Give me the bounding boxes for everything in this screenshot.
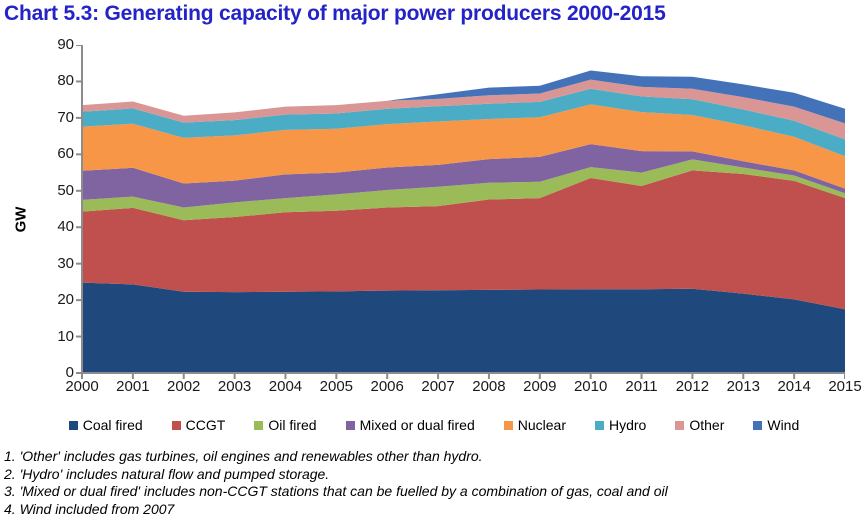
x-tick-label: 2000 [65,378,99,395]
legend-swatch-mixed-or-dual-fired [345,420,355,430]
x-tick-label: 2013 [726,378,760,395]
x-tick-label: 2007 [421,378,455,395]
area-series-hydro [82,88,845,157]
x-tick-label: 2012 [675,378,710,395]
legend-swatch-oil-fired [254,420,264,430]
legend-item-coal-fired: Coal fired [68,417,143,433]
legend-item-oil-fired: Oil fired [254,417,317,433]
x-tick-label: 2003 [217,378,252,395]
legend-label: Mixed or dual fired [359,417,475,433]
stacked-area-plot [76,45,845,379]
area-series-mixed-or-dual-fired [82,144,845,208]
legend-swatch-wind [753,420,763,430]
legend-swatch-coal-fired [68,420,78,430]
y-tick-label: 80 [57,72,74,90]
legend-item-hydro: Hydro [594,417,647,433]
y-tick-label: 10 [57,327,74,345]
legend-item-other: Other [675,417,724,433]
legend-swatch-nuclear [503,420,513,430]
legend-label: Wind [767,417,800,433]
footnote-line: 3. 'Mixed or dual fired' includes non-CC… [4,483,668,499]
y-tick-label: 60 [57,145,74,163]
x-tick-label: 2008 [472,378,506,395]
footnote-line: 1. 'Other' includes gas turbines, oil en… [4,448,483,464]
x-tick-label: 2014 [777,378,811,395]
area-series-wind [82,70,845,124]
legend-item-ccgt: CCGT [171,417,226,433]
y-tick-label: 50 [57,181,74,199]
legend-label: CCGT [185,417,226,433]
legend: Coal fired CCGT Oil fired Mixed or dual fir… [0,417,868,433]
y-tick-label: 70 [57,108,74,126]
area-series-other [82,79,845,140]
legend-swatch-ccgt [171,420,181,430]
legend-label: Hydro [608,417,647,433]
page-title: Chart 5.3: Generating capacity of major … [4,2,666,25]
footnote-line: 2. 'Hydro' includes natural flow and pum… [4,465,330,482]
area-series-oil-fired [82,159,845,221]
legend-swatch-other [675,420,685,430]
x-tick-label: 2011 [625,378,658,395]
y-axis-title: GW [12,206,30,233]
y-tick-label: 0 [65,364,74,381]
y-tick-label: 20 [57,291,74,309]
footnotes: 1. 'Other' includes gas turbines, oil en… [4,448,864,518]
x-tick-label: 2006 [370,378,404,395]
legend-item-nuclear: Nuclear [503,417,566,433]
area-series-ccgt [82,170,845,310]
area-series-nuclear [82,104,845,189]
x-tick-label: 2004 [268,378,303,395]
legend-label: Other [689,417,725,433]
footnote-line: 4. Wind included from 2007 [4,500,175,517]
legend-swatch-hydro [594,420,604,430]
legend-item-wind: Wind [753,417,799,433]
y-tick-label: 30 [57,254,74,272]
x-tick-label: 2005 [319,378,354,395]
legend-item-mixed-or-dual-fired: Mixed or dual fired [345,417,475,433]
x-tick-label: 2002 [167,378,201,395]
x-tick-label: 2001 [116,378,150,395]
x-tick-label: 2009 [523,378,557,395]
x-tick-label: 2015 [828,378,862,395]
y-tick-label: 90 [57,36,74,53]
legend-label: Oil fired [268,417,317,433]
legend-label: Nuclear [517,417,566,433]
x-tick-label: 2010 [573,378,608,395]
legend-label: Coal fired [82,417,143,433]
y-tick-label: 40 [57,218,74,236]
area-series-coal-fired [82,282,845,373]
